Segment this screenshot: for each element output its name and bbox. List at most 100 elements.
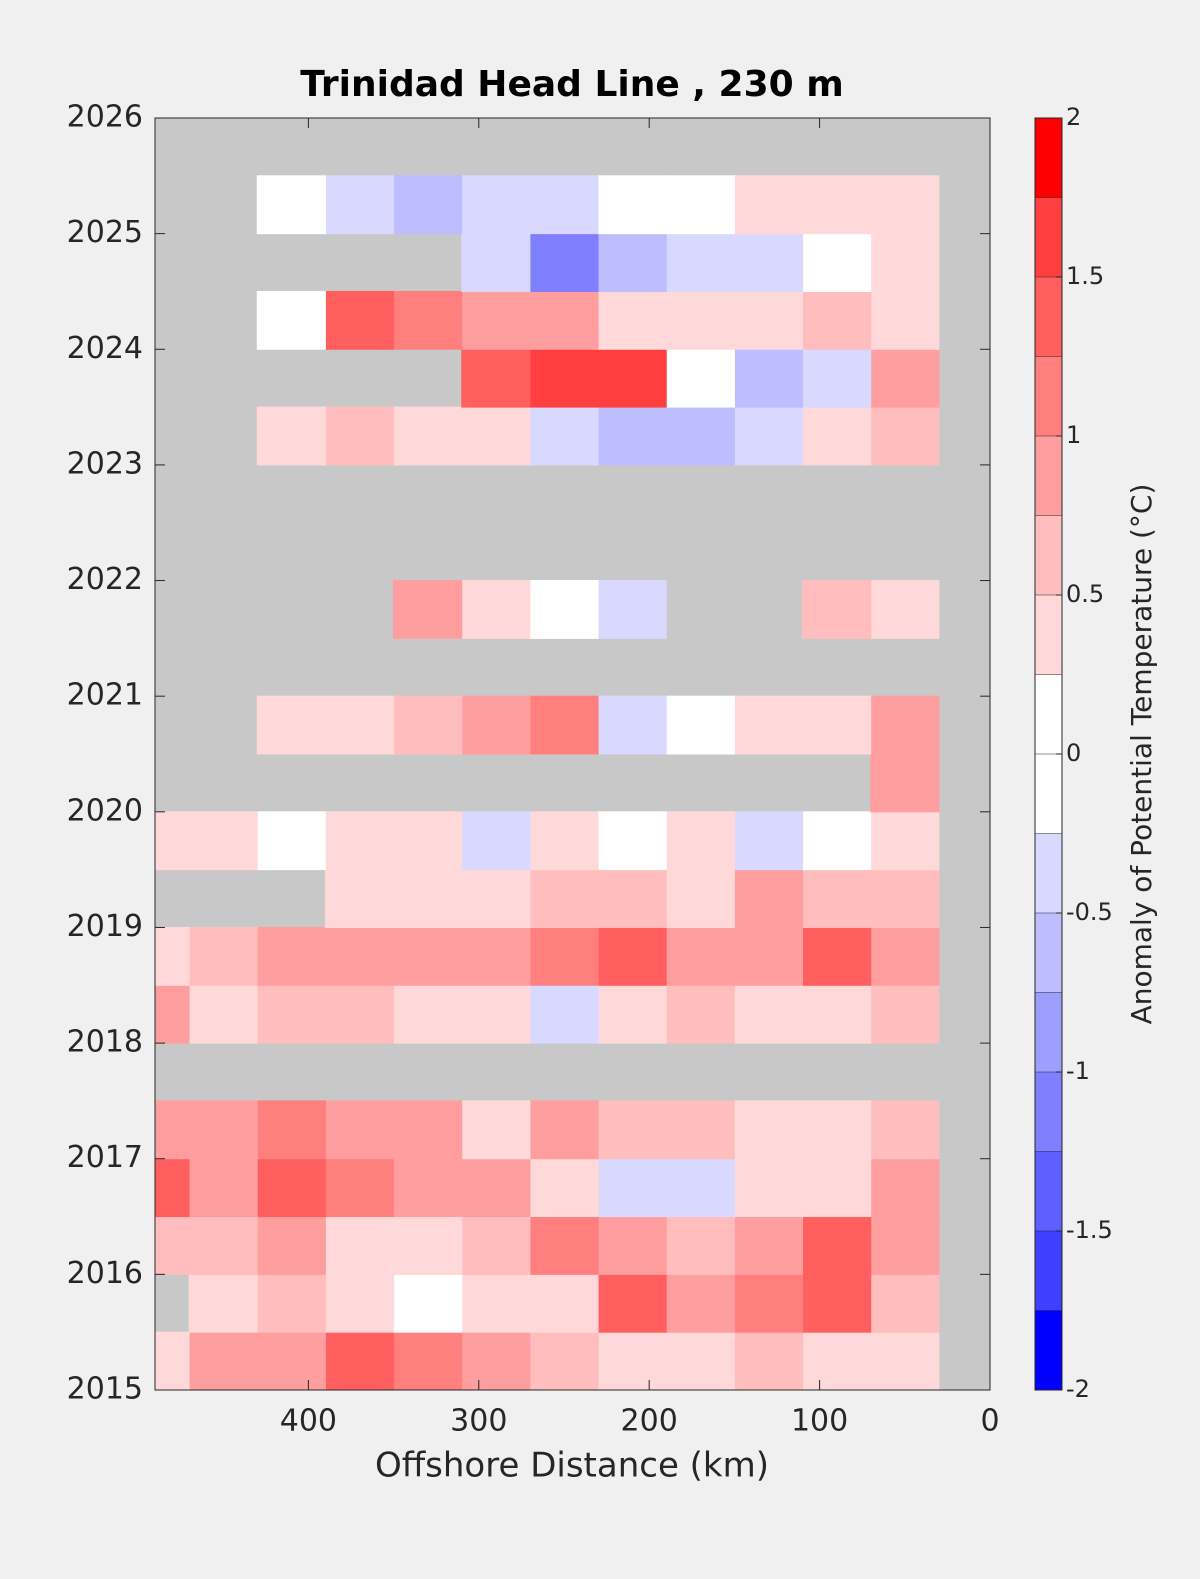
heat-cell [802,695,872,755]
heat-cell [802,406,872,466]
heat-cell [597,290,667,350]
heat-cell [188,1273,258,1333]
heat-cell [461,348,531,408]
heat-cell [155,926,190,986]
y-tick-label: 2023 [67,446,143,481]
heat-cell [324,984,395,1044]
heat-cell [188,984,258,1044]
heat-cell [393,695,463,755]
heat-cell [802,580,872,639]
plot-frame [154,117,991,1391]
heat-cell [324,175,395,235]
heat-cell [597,233,667,292]
heat-cell [324,1100,395,1160]
heat-cell [155,1216,190,1275]
colorbar-bin [1035,436,1062,516]
heat-cell [393,1158,463,1218]
heat-cell [155,984,190,1044]
heat-cell [597,1158,667,1218]
y-tick-label: 2018 [67,1025,143,1060]
colorbar-tick-label: 1 [1066,421,1081,449]
x-tick-label: 100 [791,1404,848,1439]
y-tick-label: 2019 [67,909,143,944]
heat-cell [155,1100,190,1160]
heat-cell [597,926,667,986]
heat-cell [461,1100,531,1160]
colorbar-tick-label: -0.5 [1066,898,1113,926]
heat-cell [665,290,735,350]
heat-cell [665,1331,735,1390]
heat-cell [529,984,599,1044]
heat-cell [324,1216,395,1275]
heat-cell [529,695,599,755]
heat-cell [802,290,872,350]
heat-cell [665,1100,735,1160]
heat-cell [870,695,940,755]
heat-cell [733,1331,804,1390]
heat-cell [529,926,599,986]
heat-cell [870,926,940,986]
x-tick-label: 0 [980,1404,999,1439]
heat-cell [324,290,395,350]
heat-cell [256,1216,326,1275]
heat-cell [870,406,940,466]
heat-cell [733,233,804,292]
colorbar-bin [1035,833,1062,913]
heat-cell [393,580,463,639]
colorbar-bin [1035,992,1062,1072]
heat-cell [597,1216,667,1275]
colorbar-bin [1035,277,1062,357]
colorbar-bin [1035,356,1062,436]
heat-cell [529,869,599,928]
heat-cell [597,175,667,235]
heat-cell [733,290,804,350]
y-tick-label: 2020 [67,793,143,828]
heat-cell [324,811,395,871]
heat-cell [733,869,804,928]
colorbar-tick-label: 0.5 [1066,580,1104,608]
heat-cell [665,175,735,235]
heat-cell [870,869,940,928]
colorbar-bin [1035,754,1062,834]
heat-cell [461,1216,531,1275]
colorbar-tick-label: -2 [1066,1375,1090,1403]
heat-cell [188,811,258,871]
heat-cell [665,926,735,986]
heat-cell [256,1158,326,1218]
heat-cell [461,406,531,466]
colorbar-bin [1035,913,1062,993]
heat-cell [870,1273,940,1333]
heat-cell [393,1331,463,1390]
y-tick-label: 2026 [67,100,143,135]
heat-cell [665,811,735,871]
heat-cell [461,869,531,928]
heat-cell [802,811,872,871]
heat-cell [733,406,804,466]
heat-cell [461,1158,531,1218]
heat-cell [393,290,463,350]
heat-cell [256,290,326,350]
x-tick-label: 300 [450,1404,507,1439]
colorbar-bin [1035,197,1062,277]
heat-cell [461,233,531,292]
heat-cell [529,811,599,871]
y-tick-label: 2017 [67,1140,143,1175]
heat-cell [802,1216,872,1275]
y-tick-label: 2015 [67,1372,143,1407]
colorbar-bin [1035,1151,1062,1231]
heat-cell [733,1273,804,1333]
y-tick-label: 2021 [67,678,143,713]
heat-cell [665,1216,735,1275]
heat-cell [733,175,804,235]
heat-cell [188,1331,258,1390]
heat-cell [256,1331,326,1390]
heat-cell [597,580,667,639]
heat-cell [802,1273,872,1333]
heat-cell [393,811,463,871]
heat-cell [870,753,940,813]
heat-cell [665,984,735,1044]
colorbar-tick-label: 2 [1066,103,1081,131]
colorbar-bin [1035,515,1062,595]
heat-cell [188,1158,258,1218]
colorbar-bin [1035,674,1062,754]
